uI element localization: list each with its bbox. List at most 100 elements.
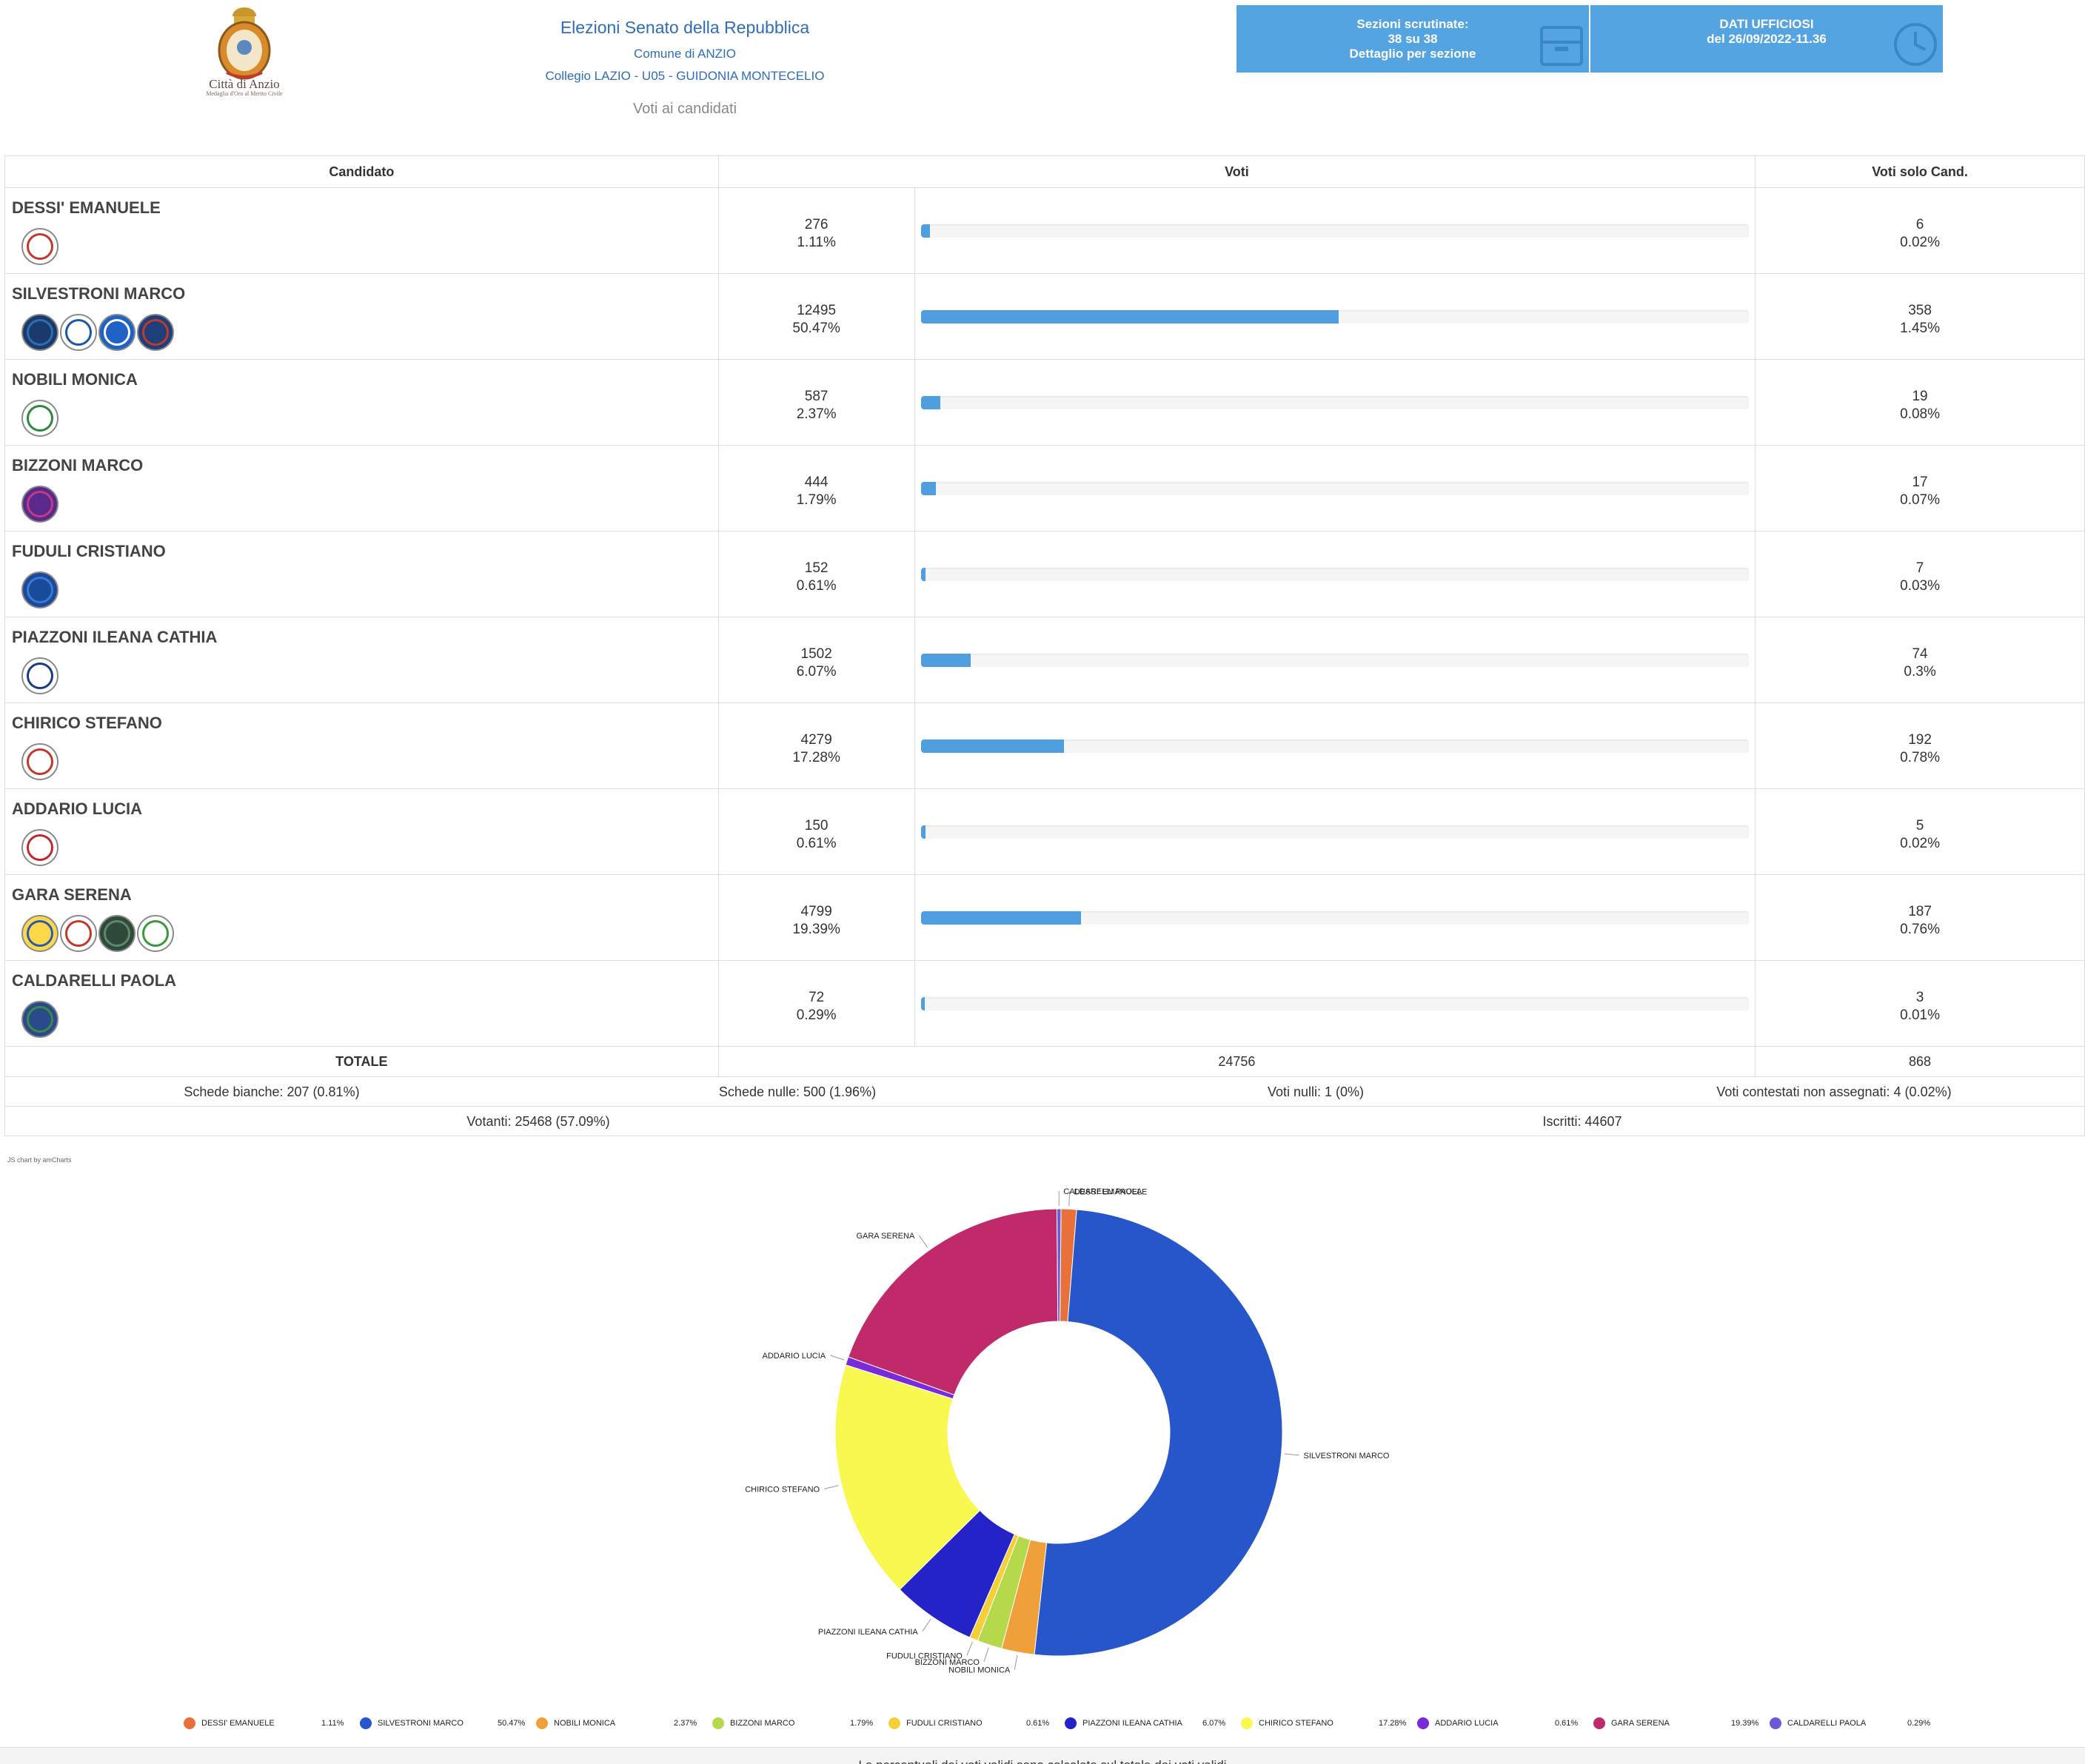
city-name-caption: Città di Anzio xyxy=(185,77,304,92)
legend-item[interactable]: PIAZZONI ILEANA CATHIA xyxy=(1065,1717,1182,1729)
votes-progress-bar xyxy=(921,568,1750,581)
slice-label: CHIRICO STEFANO xyxy=(745,1485,820,1494)
totale-label: TOTALE xyxy=(5,1047,719,1077)
votes-progress-bar xyxy=(921,825,1750,839)
page-title: Elezioni Senato della Repubblica xyxy=(415,18,955,38)
party-logo-icon xyxy=(137,915,174,952)
votes-progress-fill xyxy=(921,482,936,495)
candidate-solo-votes: 192 xyxy=(1756,731,2084,749)
solo-votes-cell: 17 0.07% xyxy=(1756,446,2085,531)
candidate-solo-pct: 0.3% xyxy=(1756,663,2084,681)
legend-marker xyxy=(360,1717,372,1729)
party-logos xyxy=(5,819,718,866)
slice-label: ADDARIO LUCIA xyxy=(763,1352,826,1361)
candidate-name: ADDARIO LUCIA xyxy=(5,789,718,819)
candidate-cell: DESSI' EMANUELE xyxy=(5,188,719,274)
legend-value: 0.61% xyxy=(1026,1719,1049,1728)
slice-label: SILVESTRONI MARCO xyxy=(1304,1452,1390,1461)
legend-item[interactable]: ADDARIO LUCIA xyxy=(1417,1717,1499,1729)
candidate-solo-pct: 0.07% xyxy=(1756,492,2084,509)
dettaglio-link[interactable]: Dettaglio per sezione xyxy=(1236,47,1589,61)
votes-bar-cell xyxy=(914,274,1756,360)
candidate-solo-pct: 1.45% xyxy=(1756,320,2084,338)
candidate-solo-pct: 0.08% xyxy=(1756,406,2084,423)
legend-value: 50.47% xyxy=(498,1719,525,1728)
dati-timestamp: del 26/09/2022-11.36 xyxy=(1590,32,1943,47)
legend-item[interactable]: SILVESTRONI MARCO xyxy=(360,1717,463,1729)
party-logo-icon xyxy=(21,915,58,952)
legend-item[interactable]: NOBILI MONICA xyxy=(536,1717,615,1729)
solo-votes-cell: 187 0.76% xyxy=(1756,875,2085,961)
slice-label: GARA SERENA xyxy=(856,1232,915,1241)
candidate-votes: 444 xyxy=(719,474,914,492)
slice-label: CALDARELLI PAOLA xyxy=(1063,1187,1142,1196)
votes-progress-fill xyxy=(921,654,971,667)
legend-value: 2.37% xyxy=(674,1719,697,1728)
legend-label: FUDULI CRISTIANO xyxy=(906,1719,983,1728)
votanti: Votanti: 25468 (57.09%) xyxy=(5,1114,1071,1130)
pie-slice[interactable] xyxy=(1034,1210,1282,1656)
totale-row: TOTALE 24756 868 xyxy=(5,1047,2085,1077)
voti-nulli: Voti nulli: 1 (0%) xyxy=(1057,1084,1575,1100)
legend-item[interactable]: DESSI' EMANUELE xyxy=(184,1717,275,1729)
chart-legend: DESSI' EMANUELE 1.11% SILVESTRONI MARCO 50.… xyxy=(0,1717,2085,1735)
legend-item[interactable]: FUDULI CRISTIANO xyxy=(888,1717,983,1729)
iscritti: Iscritti: 44607 xyxy=(1057,1114,2085,1130)
legend-label: DESSI' EMANUELE xyxy=(201,1719,275,1728)
candidate-solo-votes: 187 xyxy=(1756,903,2084,921)
legend-item[interactable]: GARA SERENA xyxy=(1593,1717,1670,1729)
candidate-cell: PIAZZONI ILEANA CATHIA xyxy=(5,617,719,703)
col-header-voti: Voti xyxy=(718,156,1755,188)
slice-label: FUDULI CRISTIANO xyxy=(886,1651,963,1660)
legend-item[interactable]: BIZZONI MARCO xyxy=(712,1717,794,1729)
legend-value: 1.11% xyxy=(321,1719,344,1728)
clock-icon xyxy=(1892,21,1938,67)
schede-bianche: Schede bianche: 207 (0.81%) xyxy=(5,1084,538,1100)
candidate-cell: NOBILI MONICA xyxy=(5,360,719,446)
sezioni-count: 38 su 38 xyxy=(1236,32,1589,47)
candidate-votes-pct: 6.07% xyxy=(719,663,914,681)
votes-progress-bar xyxy=(921,224,1750,238)
col-header-candidato: Candidato xyxy=(5,156,719,188)
candidate-solo-votes: 74 xyxy=(1756,645,2084,663)
candidate-name: CALDARELLI PAOLA xyxy=(5,961,718,990)
summary-row-schede: Schede bianche: 207 (0.81%) Schede nulle… xyxy=(4,1077,2085,1107)
party-logo-icon xyxy=(98,915,135,952)
table-row: FUDULI CRISTIANO 152 0.61% 7 0.03% xyxy=(5,531,2085,617)
candidate-solo-pct: 0.78% xyxy=(1756,749,2084,767)
votes-bar-cell xyxy=(914,188,1756,274)
candidate-solo-pct: 0.02% xyxy=(1756,234,2084,252)
votes-cell: 4279 17.28% xyxy=(718,703,914,789)
votes-cell: 4799 19.39% xyxy=(718,875,914,961)
label-connector xyxy=(984,1648,988,1662)
sezioni-scrutinate-button[interactable]: Sezioni scrutinate: 38 su 38 Dettaglio p… xyxy=(1236,5,1589,73)
votes-progress-bar xyxy=(921,911,1750,925)
legend-item[interactable]: CALDARELLI PAOLA xyxy=(1770,1717,1866,1729)
legend-value: 1.79% xyxy=(850,1719,873,1728)
chart-credit-link[interactable]: JS chart by amCharts xyxy=(7,1156,72,1164)
votes-bar-cell xyxy=(914,531,1756,617)
votes-cell: 150 0.61% xyxy=(718,789,914,875)
solo-votes-cell: 7 0.03% xyxy=(1756,531,2085,617)
votes-progress-bar xyxy=(921,997,1750,1010)
results-table: Candidato Voti Voti solo Cand. DESSI' EM… xyxy=(4,155,2085,1077)
party-logo-icon xyxy=(21,1001,58,1038)
pie-slice[interactable] xyxy=(1057,1209,1062,1321)
candidate-votes: 276 xyxy=(719,216,914,234)
legend-value: 17.28% xyxy=(1379,1719,1406,1728)
votes-cell: 12495 50.47% xyxy=(718,274,914,360)
slice-label: PIAZZONI ILEANA CATHIA xyxy=(818,1628,919,1637)
votes-progress-fill xyxy=(921,911,1082,925)
candidate-votes-pct: 50.47% xyxy=(719,320,914,338)
totale-solo: 868 xyxy=(1756,1047,2085,1077)
legend-item[interactable]: CHIRICO STEFANO xyxy=(1241,1717,1333,1729)
legend-value: 6.07% xyxy=(1202,1719,1225,1728)
candidate-name: CHIRICO STEFANO xyxy=(5,703,718,733)
candidate-name: NOBILI MONICA xyxy=(5,360,718,389)
summary-row-votanti: Votanti: 25468 (57.09%) Iscritti: 44607 xyxy=(4,1107,2085,1136)
table-row: CALDARELLI PAOLA 72 0.29% 3 0.01% xyxy=(5,961,2085,1047)
legend-label: GARA SERENA xyxy=(1611,1719,1670,1728)
party-logo-icon xyxy=(137,314,174,351)
voti-contestati: Voti contestati non assegnati: 4 (0.02%) xyxy=(1582,1084,2085,1100)
